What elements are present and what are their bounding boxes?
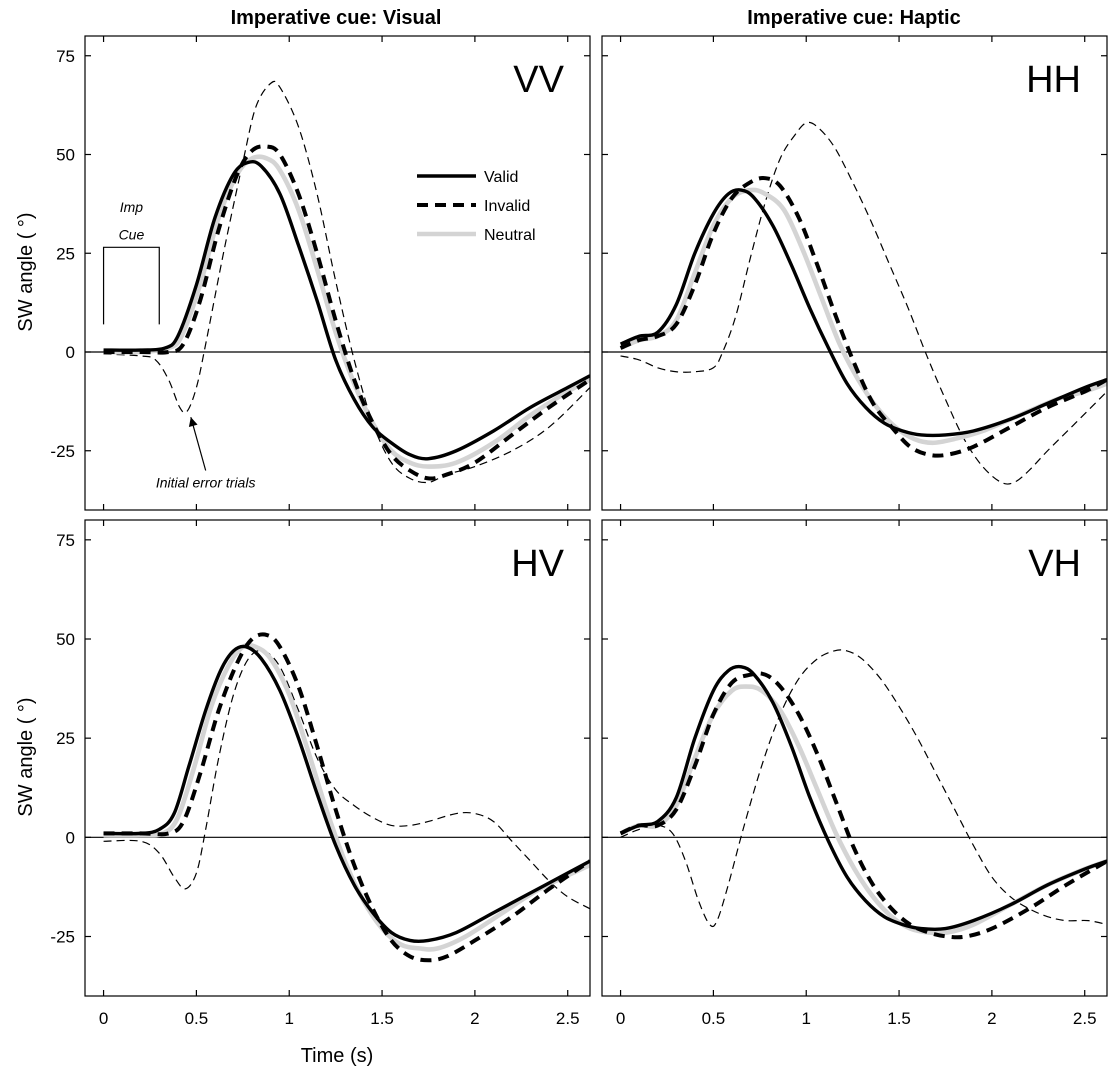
series-line-neutral: [619, 684, 1107, 936]
panel-label: VH: [1028, 543, 1081, 585]
x-tick-label: 0: [99, 1009, 108, 1028]
panel-vv: -25 0 25 50 75 VV: [50, 35, 591, 511]
x-tick-label: 2: [470, 1009, 479, 1028]
panel-hv: 0 0.5 1 1.5 2 2.5 -25 0 25 50 75 HV: [50, 519, 591, 1028]
series-line-invalid: [619, 176, 1107, 458]
panel-frame: [84, 519, 591, 997]
panel-label: HV: [511, 543, 564, 585]
initial-error-label: Initial error trials: [156, 475, 256, 491]
panel-hh: HH: [601, 35, 1108, 511]
overlay: Valid Invalid Neutral Imp Cue Initial error t…: [102, 169, 536, 491]
series-line-valid: [103, 159, 590, 461]
column-title-visual: Imperative cue: Visual: [231, 7, 442, 29]
legend-label-valid: Valid: [484, 169, 518, 186]
panel-label: HH: [1026, 59, 1081, 101]
y-tick-label: 0: [66, 828, 75, 847]
series-line-neutral: [103, 642, 590, 952]
panel-frame: [601, 35, 1108, 511]
y-tick-label: -25: [50, 442, 75, 461]
legend: Valid Invalid Neutral: [417, 169, 536, 244]
y-tick-label: -25: [50, 928, 75, 947]
series-line-valid: [619, 664, 1107, 932]
x-tick-label: 1.5: [370, 1009, 394, 1028]
x-tick-label: 2.5: [1073, 1009, 1097, 1028]
series-line-invalid: [103, 632, 590, 963]
column-title-haptic: Imperative cue: Haptic: [747, 7, 960, 29]
series-line-error: [103, 80, 590, 484]
series-line-invalid: [103, 144, 590, 481]
series-line-error: [620, 121, 1107, 485]
x-tick-label: 0.5: [185, 1009, 209, 1028]
legend-label-invalid: Invalid: [484, 198, 530, 215]
legend-label-neutral: Neutral: [484, 227, 536, 244]
imp-cue-annotation: Imp Cue Initial error trials: [102, 199, 256, 491]
panel-frame: [601, 519, 1108, 997]
error-arrow-head: [188, 417, 198, 428]
y-tick-label: 50: [56, 146, 75, 165]
series-group: [103, 80, 590, 484]
x-tick-label: 0.5: [702, 1009, 726, 1028]
y-tick-label: 50: [56, 630, 75, 649]
imp-cue-label-line2: Cue: [119, 226, 145, 242]
x-tick-label: 2: [987, 1009, 996, 1028]
y-tick-label: 25: [56, 244, 75, 263]
series-line-error: [103, 649, 590, 910]
series-line-error: [620, 649, 1107, 928]
series-group: [103, 632, 590, 963]
y-tick-label: 25: [56, 729, 75, 748]
panel-frame: [84, 35, 591, 511]
y-axis-label-bottom: SW angle ( °): [15, 697, 37, 816]
imp-cue-bracket: [102, 246, 160, 325]
series-line-invalid: [619, 671, 1107, 940]
series-line-neutral: [103, 154, 590, 469]
x-tick-label: 0: [616, 1009, 625, 1028]
series-group: [619, 121, 1107, 485]
panel-vh: 0 0.5 1 1.5 2 2.5 VH: [601, 519, 1108, 1028]
y-axis-label-top: SW angle ( °): [15, 212, 37, 331]
y-tick-label: 0: [66, 343, 75, 362]
panel-label: VV: [513, 59, 564, 101]
x-tick-label: 1.5: [887, 1009, 911, 1028]
series-line-neutral: [619, 187, 1107, 446]
error-arrow-shaft: [190, 417, 207, 471]
series-group: [619, 649, 1107, 940]
x-axis-label: Time (s): [301, 1045, 374, 1067]
x-tick-label: 2.5: [556, 1009, 580, 1028]
series-line-valid: [619, 188, 1107, 438]
series-line-valid: [103, 644, 590, 944]
x-tick-label: 1: [801, 1009, 810, 1028]
x-tick-label: 1: [284, 1009, 293, 1028]
imp-cue-label-line1: Imp: [120, 199, 144, 215]
y-tick-label: 75: [56, 47, 75, 66]
y-tick-label: 75: [56, 531, 75, 550]
